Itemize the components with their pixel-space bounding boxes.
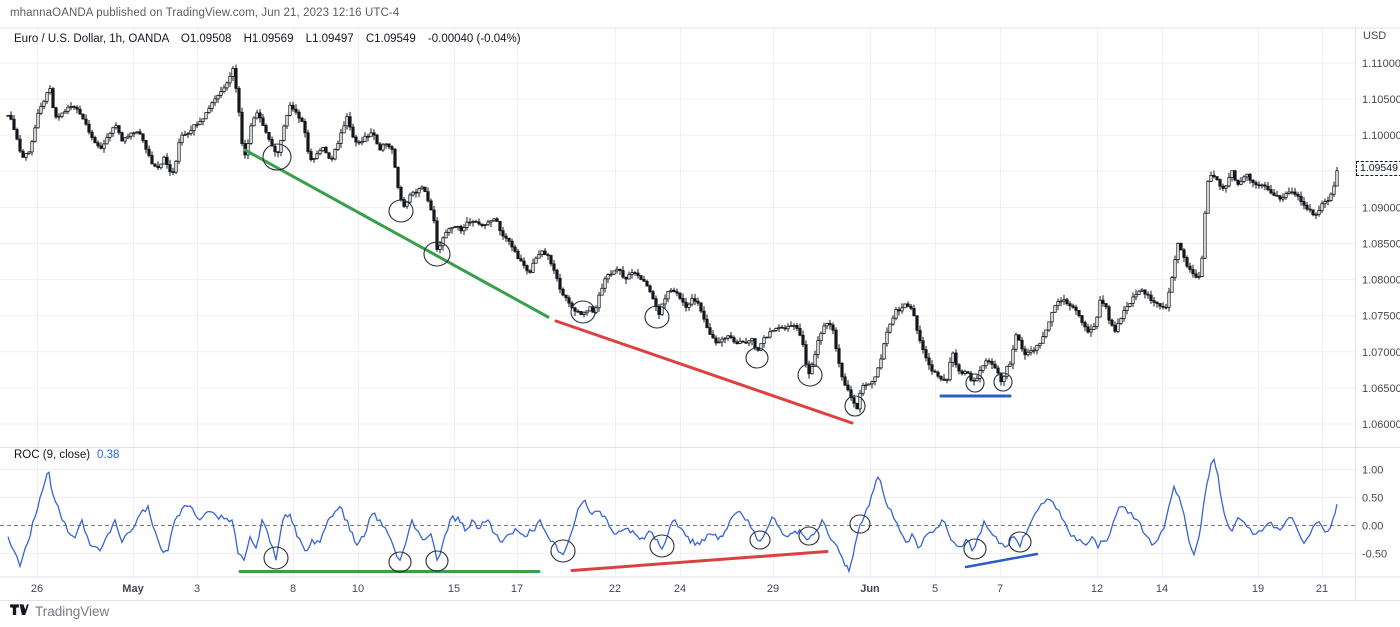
axis-tick-label: 7 xyxy=(997,583,1003,595)
axis-tick-label: 14 xyxy=(1156,583,1168,595)
axis-tick-label: 1.07000 xyxy=(1362,347,1400,359)
candles-layer[interactable] xyxy=(6,64,1339,413)
tradingview-logo-icon xyxy=(10,604,29,615)
axis-tick-label: 22 xyxy=(609,583,621,595)
last-price-tag: 1.09549 xyxy=(1356,161,1400,176)
axis-tick-label: Jun xyxy=(860,583,880,595)
ohlc-open: O1.09508 xyxy=(180,33,232,45)
annotation-circle[interactable] xyxy=(798,526,820,546)
axis-tick-label: -0.50 xyxy=(1362,549,1387,561)
annotation-circle[interactable] xyxy=(797,363,823,387)
ohlc-close: C1.09549 xyxy=(365,33,416,45)
symbol-title: Euro / U.S. Dollar, 1h, OANDA xyxy=(14,33,169,45)
annotation-circle[interactable] xyxy=(423,241,451,267)
axis-tick-label: 1.11000 xyxy=(1362,58,1400,70)
axis-tick-label: 1.07500 xyxy=(1362,311,1400,323)
axis-tick-label: May xyxy=(122,583,144,595)
axis-tick-label: 19 xyxy=(1252,583,1264,595)
axis-tick-label: 29 xyxy=(767,583,779,595)
axis-tick-label: 5 xyxy=(932,583,938,595)
axis-tick-label: 24 xyxy=(674,583,686,595)
axis-tick-label: 1.10000 xyxy=(1362,130,1400,142)
axis-tick-label: 10 xyxy=(352,583,364,595)
annotation-circle[interactable] xyxy=(388,199,414,223)
axis-tick-label: 1.08500 xyxy=(1362,239,1400,251)
roc-title: ROC (9, close) xyxy=(14,449,91,461)
axis-tick-label: 17 xyxy=(511,583,523,595)
green-trendline-price[interactable] xyxy=(243,148,550,319)
annotation-circle[interactable] xyxy=(388,551,412,573)
annotation-circle[interactable] xyxy=(849,514,871,534)
time-axis[interactable]: 26 May 3 8 10 15 17 22 24 29 Jun 5 7 12 14 19 21 xyxy=(31,583,1328,595)
annotation-circle[interactable] xyxy=(262,143,292,171)
axis-tick-label: 0.00 xyxy=(1362,521,1383,533)
blue-trendline-roc[interactable] xyxy=(964,552,1039,569)
annotation-circle[interactable] xyxy=(965,373,985,393)
symbol-header: Euro / U.S. Dollar, 1h, OANDA O1.09508 H… xyxy=(14,33,521,45)
roc-value: 0.38 xyxy=(97,449,120,461)
axis-tick-label: 1.08000 xyxy=(1362,275,1400,287)
red-trendline-price[interactable] xyxy=(554,319,854,425)
annotation-circle[interactable] xyxy=(550,539,576,563)
axis-tick-label: 1.06500 xyxy=(1362,383,1400,395)
axis-tick-label: 0.50 xyxy=(1362,493,1383,505)
axis-tick-label: 1.10500 xyxy=(1362,94,1400,106)
axis-tick-label: 1.09000 xyxy=(1362,202,1400,214)
ohlc-low: L1.09497 xyxy=(305,33,354,45)
annotation-circle[interactable] xyxy=(425,550,449,572)
footer-brand[interactable]: TradingView xyxy=(10,603,109,619)
axis-tick-label: 1.00 xyxy=(1362,465,1383,477)
red-trendline-roc[interactable] xyxy=(570,550,829,572)
annotation-circle[interactable] xyxy=(1008,531,1032,553)
annotation-circle[interactable] xyxy=(844,395,866,417)
axis-tick-label: 21 xyxy=(1316,583,1328,595)
pane-borders xyxy=(0,27,1400,601)
axis-tick-label: 15 xyxy=(448,583,460,595)
footer-brand-text: TradingView xyxy=(35,603,110,619)
annotations-layer[interactable] xyxy=(238,143,1039,573)
price-change: -0.00040 (-0.04%) xyxy=(427,33,521,45)
axis-tick-label: 12 xyxy=(1091,583,1103,595)
annotation-circle[interactable] xyxy=(570,300,596,324)
axis-tick-label: 26 xyxy=(31,583,43,595)
grid-layer xyxy=(0,28,1355,577)
roc-indicator-line[interactable] xyxy=(7,457,1338,574)
annotation-circle[interactable] xyxy=(649,534,675,558)
axis-tick-label: 3 xyxy=(194,583,200,595)
annotation-circle[interactable] xyxy=(963,538,987,560)
annotation-circle[interactable] xyxy=(745,347,769,369)
axis-currency-label: USD xyxy=(1363,30,1387,42)
annotation-circle[interactable] xyxy=(644,305,670,329)
axis-tick-label: 8 xyxy=(290,583,296,595)
annotation-circle[interactable] xyxy=(263,546,289,570)
annotation-circle[interactable] xyxy=(993,372,1013,392)
axis-tick-label: 1.06000 xyxy=(1362,419,1400,431)
attribution-text[interactable]: mhannaOANDA published on TradingView.com… xyxy=(10,7,400,19)
ohlc-high: H1.09569 xyxy=(243,33,294,45)
price-axis[interactable]: 1.11000 1.10500 1.10000 1.09000 1.08500 1.080… xyxy=(1362,58,1400,561)
roc-indicator-header[interactable]: ROC (9, close) 0.38 xyxy=(14,449,119,461)
annotation-circle[interactable] xyxy=(749,530,771,550)
